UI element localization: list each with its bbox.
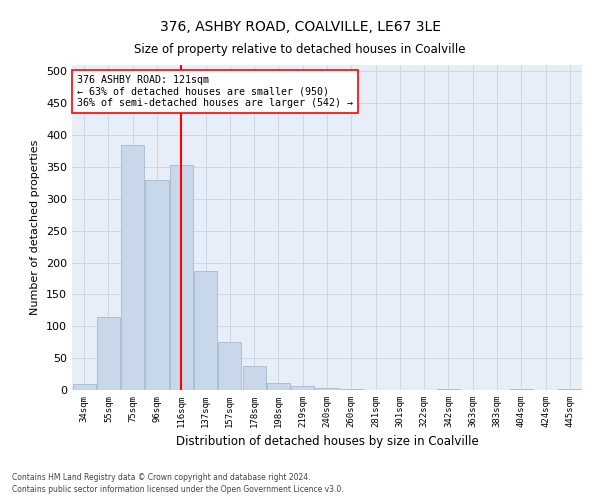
Text: Size of property relative to detached houses in Coalville: Size of property relative to detached ho… bbox=[134, 42, 466, 56]
Y-axis label: Number of detached properties: Number of detached properties bbox=[31, 140, 40, 315]
Text: Contains HM Land Registry data © Crown copyright and database right 2024.: Contains HM Land Registry data © Crown c… bbox=[12, 472, 311, 482]
Bar bbox=[97, 316, 120, 390]
Bar bbox=[218, 342, 241, 390]
Bar bbox=[170, 165, 193, 390]
Bar bbox=[145, 180, 169, 390]
Bar bbox=[73, 384, 95, 390]
Bar bbox=[437, 388, 460, 390]
Bar bbox=[121, 144, 144, 390]
Bar bbox=[510, 388, 533, 390]
Text: 376, ASHBY ROAD, COALVILLE, LE67 3LE: 376, ASHBY ROAD, COALVILLE, LE67 3LE bbox=[160, 20, 440, 34]
Bar bbox=[242, 366, 266, 390]
Bar bbox=[194, 271, 217, 390]
X-axis label: Distribution of detached houses by size in Coalville: Distribution of detached houses by size … bbox=[176, 436, 478, 448]
Bar bbox=[316, 388, 338, 390]
Text: 376 ASHBY ROAD: 121sqm
← 63% of detached houses are smaller (950)
36% of semi-de: 376 ASHBY ROAD: 121sqm ← 63% of detached… bbox=[77, 74, 353, 108]
Bar bbox=[291, 386, 314, 390]
Bar bbox=[559, 388, 581, 390]
Text: Contains public sector information licensed under the Open Government Licence v3: Contains public sector information licen… bbox=[12, 485, 344, 494]
Bar bbox=[267, 383, 290, 390]
